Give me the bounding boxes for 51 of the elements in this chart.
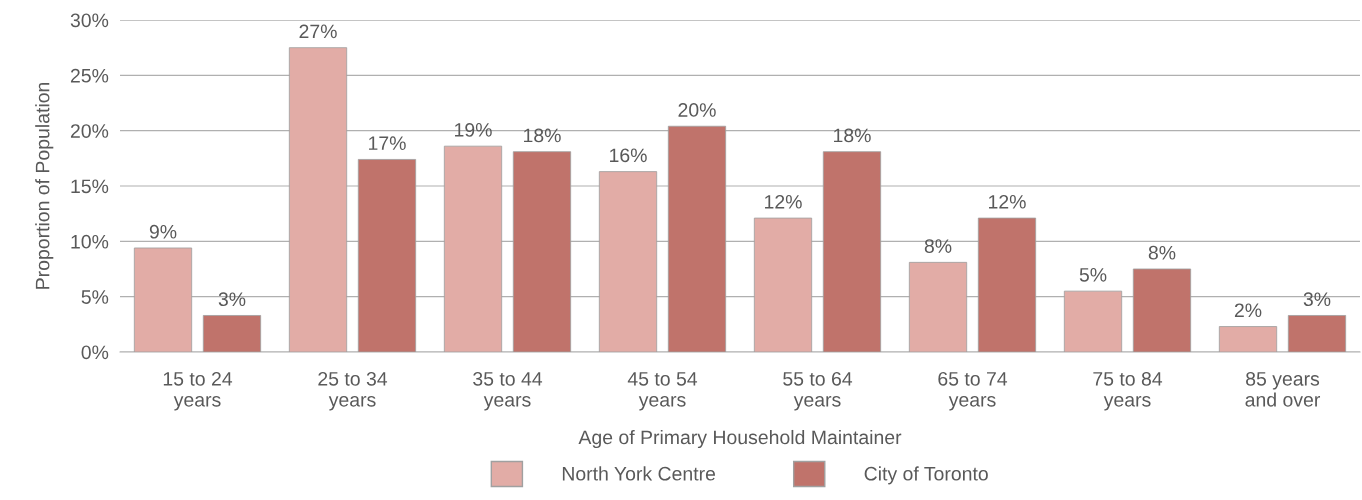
data-label: 3% (218, 292, 246, 307)
data-label: 9% (149, 224, 177, 239)
data-label: 5% (1079, 268, 1107, 282)
bar (1218, 326, 1278, 352)
data-label: 2% (1234, 303, 1262, 318)
x-tick-label: 65 to 74 years (938, 371, 1008, 411)
data-label: 12% (989, 194, 1026, 209)
x-tick-label: 15 to 24 years (163, 371, 233, 411)
bar (977, 217, 1037, 352)
bar (753, 217, 813, 352)
x-tick-label: 85 years and over (1245, 371, 1321, 407)
x-tick-label: 75 to 84 years (1093, 371, 1163, 411)
data-label: 17% (369, 136, 406, 150)
data-label: 16% (610, 148, 647, 163)
data-label: 8% (924, 239, 952, 253)
x-axis-title: Age of Primary Household Maintainer (578, 429, 902, 449)
legend-label: City of Toronto (864, 466, 988, 485)
bar (288, 47, 348, 352)
y-tick-label: 0% (81, 345, 109, 360)
bar (443, 145, 503, 352)
bar (667, 125, 727, 352)
data-label: 18% (524, 128, 561, 143)
y-tick-label: 25% (70, 68, 109, 83)
bar (202, 315, 262, 352)
bar (357, 159, 417, 352)
data-label: 12% (765, 194, 802, 209)
data-label: 27% (299, 24, 337, 39)
bar (908, 261, 968, 352)
x-tick-label: 55 to 64 years (783, 371, 853, 411)
data-label: 3% (1303, 292, 1331, 307)
x-tick-label: 25 to 34 years (318, 371, 388, 411)
bar (822, 151, 882, 352)
data-label: 19% (455, 122, 492, 137)
bar (133, 247, 193, 352)
y-tick-label: 20% (70, 124, 109, 138)
x-tick-label: 45 to 54 years (627, 372, 698, 411)
data-label: 20% (678, 103, 716, 117)
bar (1287, 315, 1347, 352)
bar (598, 171, 658, 352)
y-tick-label: 5% (81, 290, 109, 304)
data-label: 18% (834, 128, 871, 143)
data-label: 8% (1148, 245, 1176, 260)
y-tick-label: 10% (71, 234, 109, 249)
y-axis-title: Proportion of Population (35, 82, 54, 289)
y-tick-label: 15% (71, 179, 109, 194)
x-tick-label: 35 to 44 years (473, 371, 543, 411)
bar (512, 151, 572, 352)
bar (1132, 268, 1192, 352)
y-tick-label: 30% (70, 13, 109, 28)
bar (1063, 290, 1123, 352)
legend-label: North York Centre (562, 466, 716, 481)
